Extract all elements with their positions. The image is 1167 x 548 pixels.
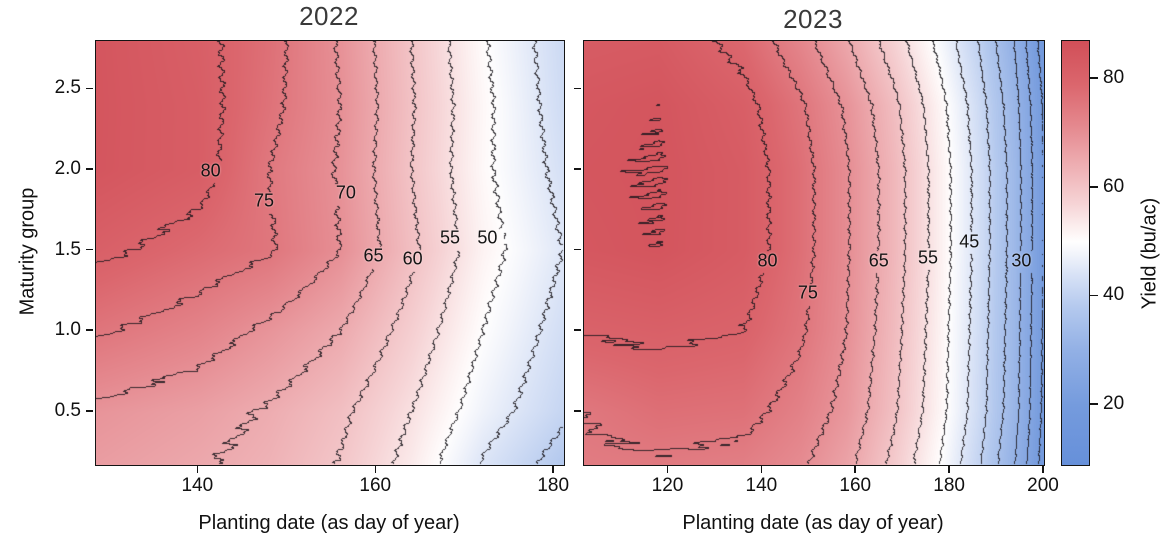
y-tick-mark: [574, 168, 581, 170]
x-tick-label: 180: [537, 475, 570, 496]
colorbar-tick-mark: [1090, 294, 1098, 297]
y-tick-mark: [86, 409, 93, 412]
contour-panel-2023: [583, 40, 1045, 466]
x-tick-label: 140: [181, 475, 214, 496]
x-tick-mark: [552, 466, 555, 473]
contour-canvas-2023: [584, 41, 1044, 465]
y-tick-mark: [86, 87, 93, 90]
x-tick-mark: [196, 466, 199, 473]
contour-label-2022-80: 80: [200, 160, 221, 181]
colorbar: [1061, 40, 1090, 466]
contour-label-2023-65: 65: [868, 250, 889, 271]
contour-label-2022-65: 65: [363, 245, 384, 266]
colorbar-tick-mark: [1090, 77, 1098, 79]
y-tick-mark: [574, 409, 581, 412]
y-tick-mark: [574, 248, 581, 251]
colorbar-tick-label: 80: [1103, 67, 1125, 89]
x-tick-mark: [854, 466, 857, 473]
colorbar-tick-label: 20: [1103, 393, 1125, 415]
y-tick-mark: [574, 87, 581, 90]
colorbar-title: Yield (bu/ac): [1138, 197, 1161, 310]
y-tick-label: 1.5: [54, 238, 81, 260]
y-tick-label: 0.5: [54, 399, 81, 421]
x-tick-label: 160: [839, 475, 872, 496]
contour-label-2022-50: 50: [477, 227, 498, 248]
x-tick-mark: [666, 466, 669, 473]
panel-title-2022: 2022: [299, 1, 359, 31]
y-tick-mark: [86, 329, 93, 331]
panel-title-2023: 2023: [783, 4, 843, 34]
x-tick-label: 120: [651, 475, 684, 496]
y-tick-mark: [86, 248, 93, 251]
contour-label-2023-30: 30: [1011, 250, 1032, 271]
contour-label-2022-70: 70: [335, 182, 356, 203]
x-axis-title-2023: Planting date (as day of year): [682, 512, 944, 534]
y-tick-mark: [574, 329, 581, 331]
colorbar-gradient: [1062, 41, 1089, 465]
contour-label-2023-45: 45: [959, 231, 980, 252]
x-tick-mark: [1042, 466, 1044, 473]
x-tick-mark: [760, 466, 763, 473]
y-tick-mark: [86, 168, 93, 170]
contour-label-2022-55: 55: [439, 227, 461, 248]
x-tick-label: 160: [359, 475, 392, 496]
x-tick-mark: [948, 466, 950, 473]
contour-label-2022-75: 75: [254, 190, 275, 211]
colorbar-tick-mark: [1090, 403, 1098, 405]
x-axis-title-2022: Planting date (as day of year): [198, 512, 460, 534]
colorbar-tick-label: 40: [1103, 284, 1125, 306]
contour-label-2023-80: 80: [757, 250, 778, 271]
contour-label-2023-75: 75: [797, 282, 818, 303]
x-tick-label: 140: [745, 475, 778, 496]
contour-canvas-2022: [96, 41, 564, 465]
contour-label-2023-55: 55: [917, 247, 939, 268]
x-tick-label: 180: [933, 475, 965, 496]
contour-panel-2022: [95, 40, 565, 466]
x-tick-label: 200: [1027, 475, 1059, 496]
x-tick-mark: [374, 466, 377, 473]
y-tick-label: 2.5: [54, 77, 81, 99]
colorbar-tick-mark: [1090, 185, 1098, 188]
y-tick-label: 2.0: [54, 157, 81, 179]
colorbar-tick-label: 60: [1103, 175, 1125, 197]
contour-label-2022-60: 60: [402, 248, 423, 269]
y-tick-label: 1.0: [54, 319, 81, 341]
